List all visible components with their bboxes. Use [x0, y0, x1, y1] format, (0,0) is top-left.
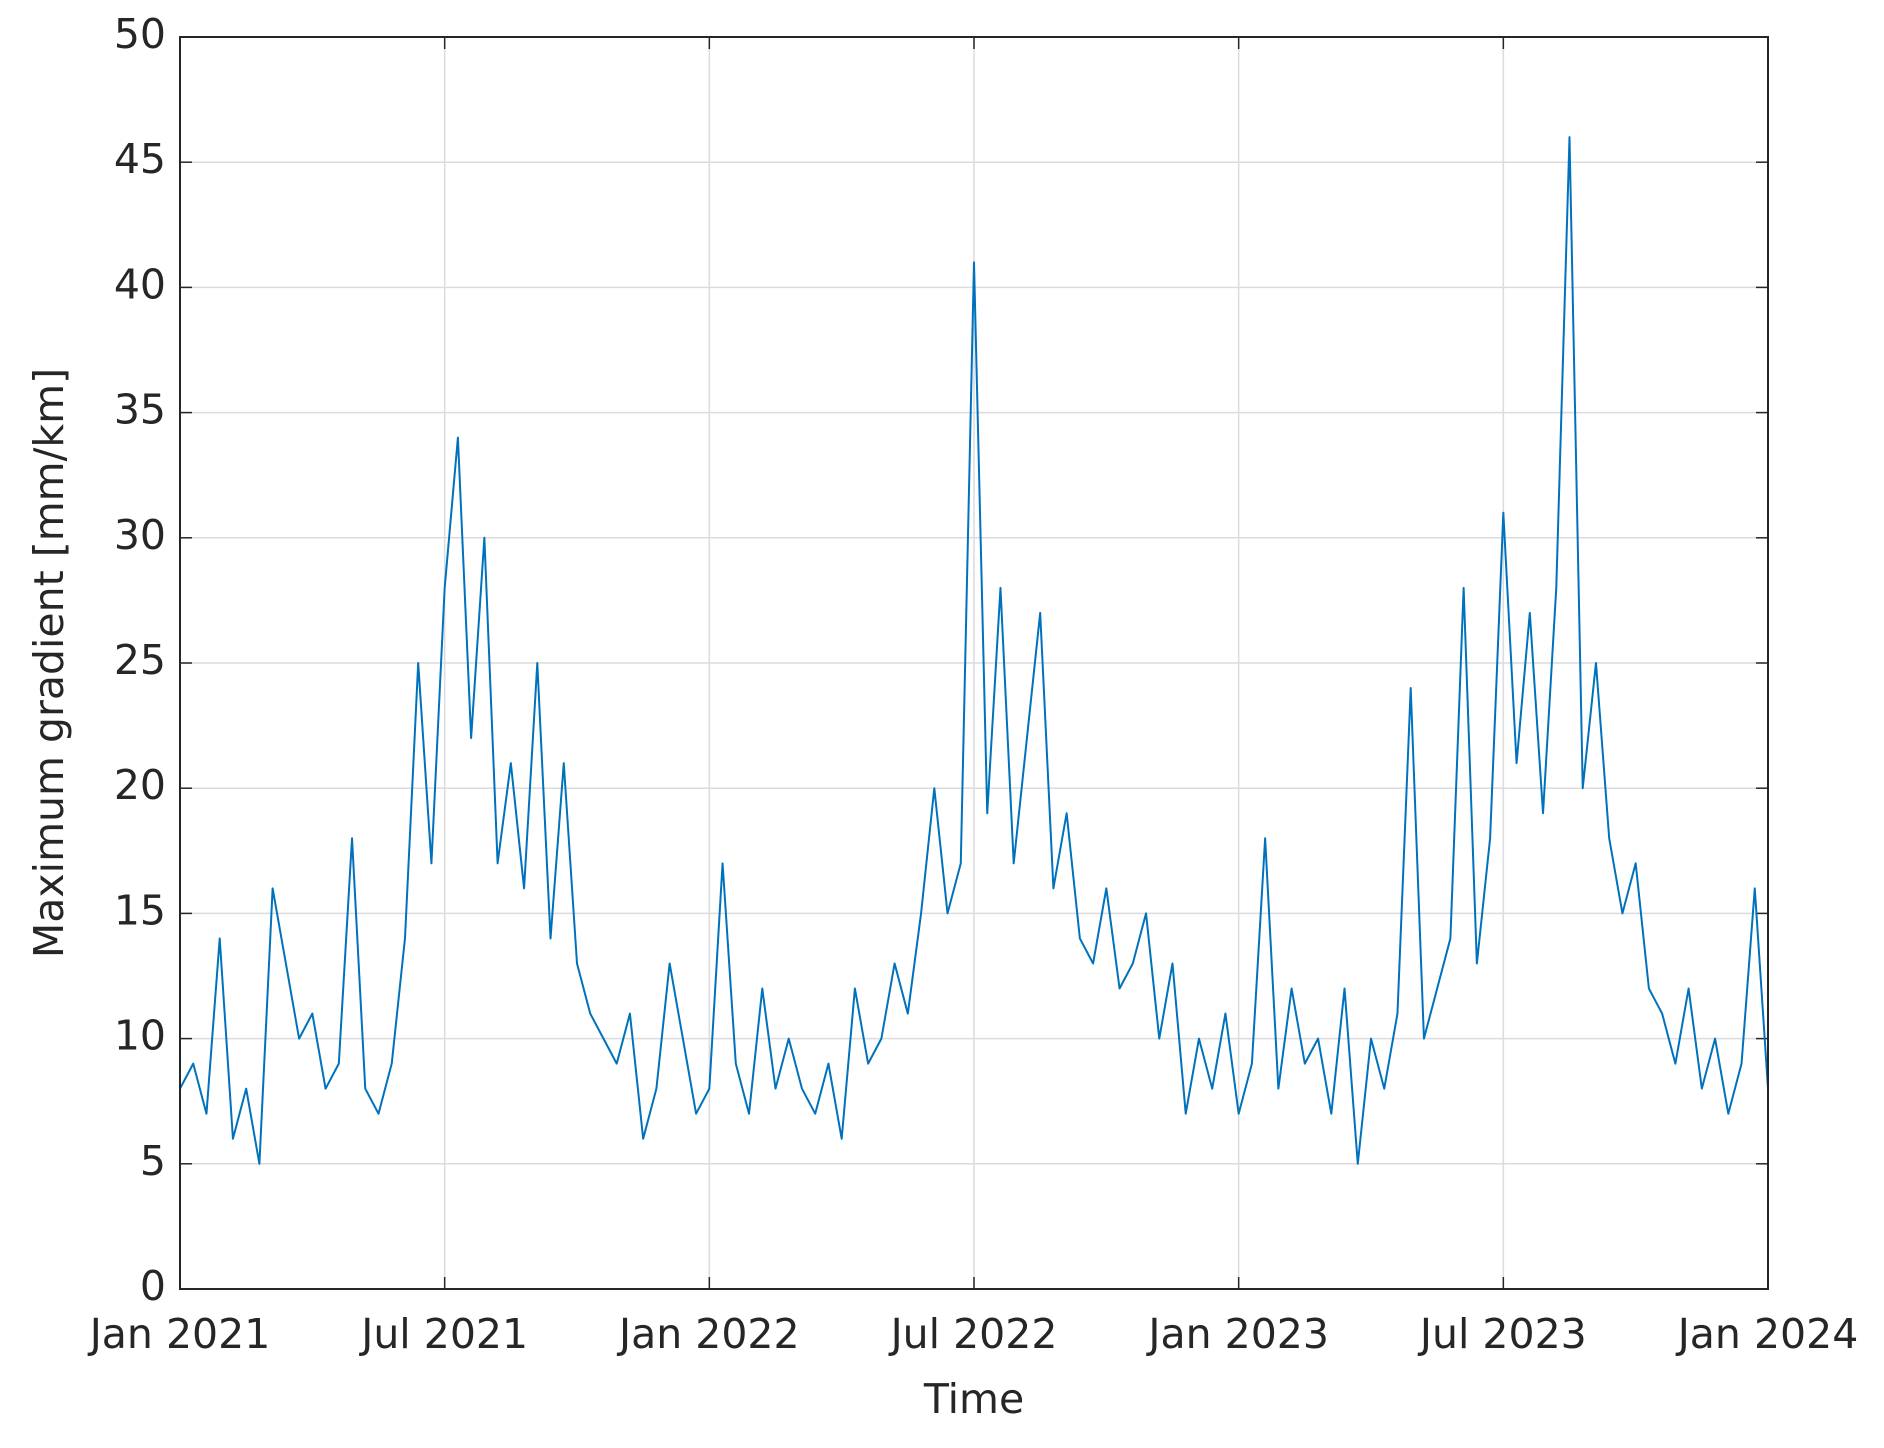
y-tick-label: 25 [114, 636, 166, 684]
x-tick-label: Jul 2023 [1417, 1310, 1587, 1358]
data-line [179, 136, 1769, 1165]
y-tick-label: 30 [114, 511, 166, 559]
y-tick-label: 15 [114, 886, 166, 934]
x-axis-label: Time [923, 1375, 1024, 1423]
x-tick-label: Jul 2022 [888, 1310, 1058, 1358]
y-tick-label: 0 [140, 1262, 166, 1310]
y-tick-label: 5 [140, 1137, 166, 1185]
y-tick-label: 45 [114, 135, 166, 183]
x-tick-label: Jul 2021 [358, 1310, 528, 1358]
plot-frame [179, 36, 1769, 1290]
y-axis-label: Maximum gradient [mm/km] [25, 368, 73, 958]
x-tick-label: Jan 2023 [1145, 1310, 1329, 1358]
y-tick-label: 35 [114, 386, 166, 434]
x-tick-label: Jan 2022 [616, 1310, 800, 1358]
y-tick-label: 10 [114, 1012, 166, 1060]
y-tick-label: 40 [114, 260, 166, 308]
x-tick-label: Jan 2024 [1675, 1310, 1859, 1358]
y-tick-label: 50 [114, 10, 166, 58]
y-tick-label: 20 [114, 761, 166, 809]
x-tick-label: Jan 2021 [87, 1310, 271, 1358]
